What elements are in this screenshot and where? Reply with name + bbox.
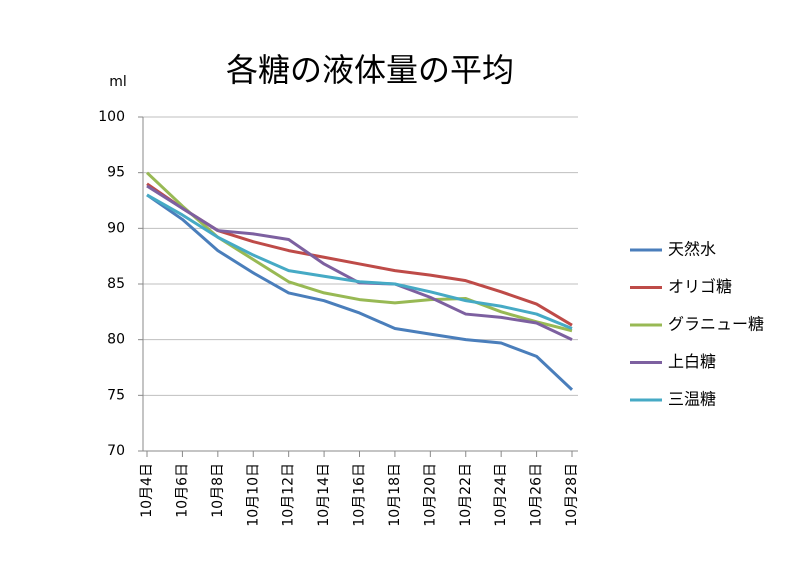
y-tick-label: 90 [107, 220, 125, 236]
legend-label: 天然水 [668, 240, 716, 259]
y-tick-label: 95 [107, 165, 125, 181]
x-tick-label: 10月20日 [422, 463, 438, 527]
legend-label: 上白糖 [668, 352, 716, 371]
y-tick-label: 75 [107, 387, 125, 403]
chart-title: 各糖の液体量の平均 [226, 51, 514, 89]
x-tick-label: 10月14日 [316, 463, 332, 527]
x-tick-label: 10月24日 [493, 463, 509, 527]
x-tick-label: 10月22日 [458, 463, 474, 527]
legend-label: オリゴ糖 [668, 277, 732, 296]
x-tick-label: 10月16日 [352, 463, 368, 527]
y-tick-label: 85 [107, 276, 125, 292]
x-tick-label: 10月18日 [387, 463, 403, 527]
line-series [146, 193, 574, 391]
line-series [146, 193, 573, 330]
y-axis-label: ml [109, 74, 127, 90]
y-tick-label: 80 [107, 332, 125, 348]
x-tick-label: 10月28日 [564, 463, 580, 527]
line-series [146, 182, 573, 327]
x-tick-label: 10月10日 [245, 463, 261, 527]
x-tick-label: 10月6日 [174, 463, 190, 518]
y-tick-label: 100 [98, 109, 125, 125]
y-tick-label: 70 [107, 443, 125, 459]
x-tick-label: 10月26日 [529, 463, 545, 527]
x-tick-label: 10月4日 [139, 463, 155, 518]
legend-label: グラニュー糖 [668, 315, 764, 334]
x-tick-label: 10月8日 [210, 463, 226, 518]
legend-label: 三温糖 [668, 390, 716, 409]
x-tick-label: 10月12日 [281, 463, 297, 527]
